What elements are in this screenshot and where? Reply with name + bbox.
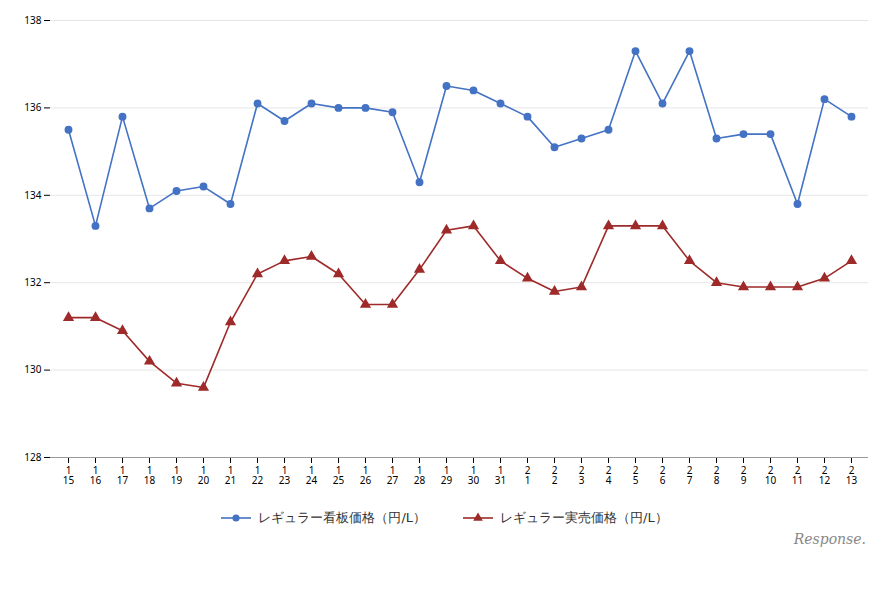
svg-text:27: 27 — [687, 463, 693, 487]
svg-text:124: 124 — [306, 463, 318, 487]
svg-text:21: 21 — [525, 463, 531, 487]
svg-text:128: 128 — [24, 450, 41, 464]
html-text:Response.: Response. — [793, 531, 866, 547]
svg-text:129: 129 — [441, 463, 453, 487]
svg-text:131: 131 — [495, 463, 506, 487]
svg-text:134: 134 — [24, 188, 41, 202]
svg-text:122: 122 — [252, 463, 264, 487]
svg-text:25: 25 — [633, 463, 639, 487]
svg-text:26: 26 — [660, 463, 666, 487]
svg-text:28: 28 — [714, 463, 720, 487]
svg-text:22: 22 — [552, 463, 558, 487]
svg-text:119: 119 — [171, 463, 183, 487]
svg-text:123: 123 — [279, 463, 291, 487]
svg-text:127: 127 — [387, 463, 399, 487]
svg-text:210: 210 — [765, 463, 777, 487]
svg-text:132: 132 — [24, 275, 41, 289]
svg-text:138: 138 — [24, 13, 41, 27]
svg-text:116: 116 — [90, 463, 102, 487]
svg-text:130: 130 — [24, 362, 41, 376]
svg-text:211: 211 — [792, 463, 803, 487]
html-text:レギュラー実売価格（円/L）: レギュラー実売価格（円/L） — [500, 510, 668, 525]
html-text:レギュラー看板価格（円/L）: レギュラー看板価格（円/L） — [258, 510, 426, 525]
svg-text:212: 212 — [819, 463, 831, 487]
svg-text:118: 118 — [144, 463, 156, 487]
svg-text:125: 125 — [333, 463, 345, 487]
svg-text:23: 23 — [579, 463, 585, 487]
svg-text:136: 136 — [24, 100, 41, 114]
svg-text:130: 130 — [468, 463, 480, 487]
svg-text:115: 115 — [63, 463, 75, 487]
svg-text:128: 128 — [414, 463, 426, 487]
svg-text:121: 121 — [225, 463, 236, 487]
svg-text:29: 29 — [741, 463, 747, 487]
svg-text:126: 126 — [360, 463, 372, 487]
svg-text:24: 24 — [606, 463, 612, 487]
svg-text:120: 120 — [198, 463, 210, 487]
svg-text:117: 117 — [117, 463, 129, 487]
svg-text:213: 213 — [846, 463, 858, 487]
